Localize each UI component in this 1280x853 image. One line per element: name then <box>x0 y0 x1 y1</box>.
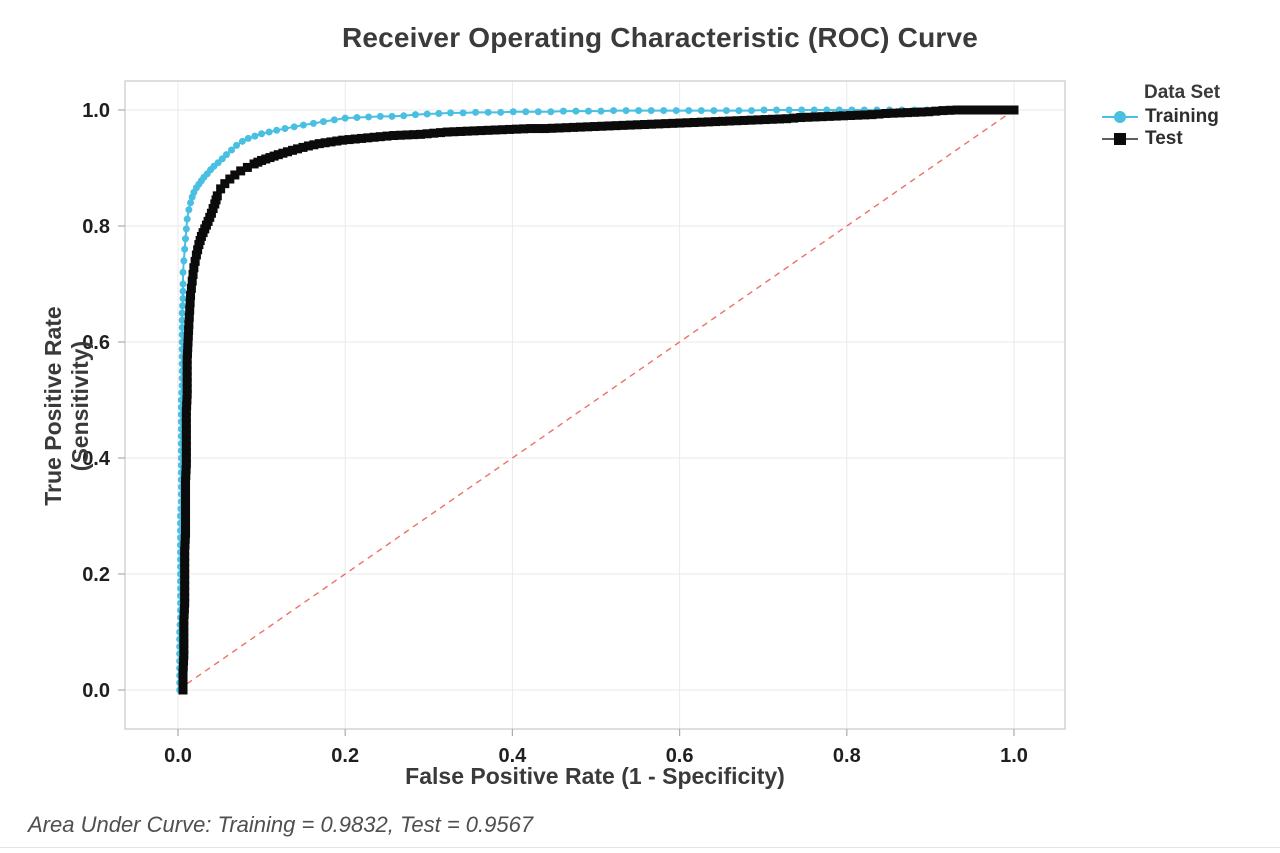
legend-label-training: Training <box>1145 106 1219 127</box>
legend: Data Set Training Test <box>1102 82 1220 150</box>
diagonal-reference-line <box>177 109 1015 691</box>
y-tick-labels: 0.0 0.2 0.4 0.6 0.8 1.0 <box>82 100 125 702</box>
legend-title: Data Set <box>1144 82 1221 103</box>
legend-label-test: Test <box>1145 128 1183 149</box>
legend-item-training[interactable]: Training <box>1102 106 1220 128</box>
grid-lines <box>125 81 1065 729</box>
x-axis-label: False Positive Rate (1 - Specificity) <box>405 763 785 789</box>
plot-frame <box>124 80 1066 730</box>
training-swatch <box>1102 110 1138 124</box>
svg-text:0.8: 0.8 <box>833 745 861 767</box>
training-circle-marker-icon <box>1114 111 1126 123</box>
svg-text:0.0: 0.0 <box>82 680 110 702</box>
svg-text:0.2: 0.2 <box>331 745 359 767</box>
test-swatch <box>1102 132 1138 146</box>
svg-text:0.6: 0.6 <box>82 332 110 354</box>
y-axis-label: True Positive Rate (Sensitivity) <box>40 306 93 506</box>
bottom-divider <box>0 847 1280 848</box>
legend-item-test[interactable]: Test <box>1102 128 1220 150</box>
auc-footnote: Area Under Curve: Training = 0.9832, Tes… <box>28 812 534 837</box>
svg-text:0.2: 0.2 <box>82 564 110 586</box>
svg-text:0.8: 0.8 <box>82 216 110 238</box>
series-test[interactable] <box>178 105 1019 695</box>
svg-text:1.0: 1.0 <box>82 100 110 122</box>
x-tick-labels: 0.0 0.2 0.4 0.6 0.8 1.0 <box>164 729 1028 767</box>
svg-text:0.6: 0.6 <box>666 745 694 767</box>
test-square-marker-icon <box>1114 133 1126 145</box>
svg-text:0.0: 0.0 <box>164 745 192 767</box>
svg-text:1.0: 1.0 <box>1000 745 1028 767</box>
svg-text:0.4: 0.4 <box>82 448 111 470</box>
svg-text:0.4: 0.4 <box>498 745 527 767</box>
chart-title: Receiver Operating Characteristic (ROC) … <box>341 22 979 53</box>
